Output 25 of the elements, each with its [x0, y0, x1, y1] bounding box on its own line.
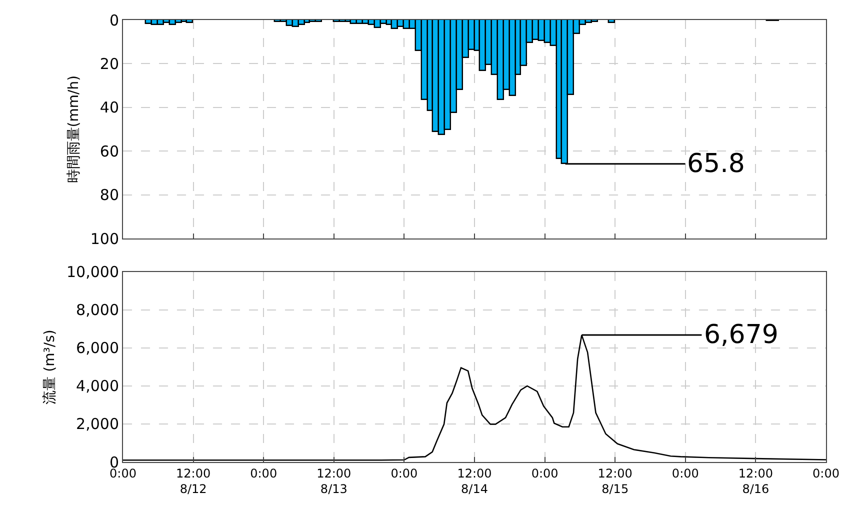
x-tick-label: 0:00	[531, 466, 558, 480]
y-tick-label: 2,000	[76, 415, 119, 434]
x-tick-label: 0:00	[250, 466, 278, 480]
y-tick-label: 40	[100, 98, 119, 117]
y-tick-label: 100	[90, 230, 119, 248]
x-tick-label: 0:00	[812, 466, 840, 480]
y-axis-title: 流量 (m³/s)	[42, 330, 58, 404]
y-tick-label: 8,000	[76, 301, 119, 320]
y-tick-label: 6,000	[76, 339, 119, 358]
annotation: 65.8	[687, 149, 745, 179]
annotation: 6,679	[704, 320, 778, 350]
x-tick-label: 12:00 8/12	[176, 466, 211, 496]
x-tick-label: 12:00 8/13	[316, 466, 352, 496]
x-tick-label: 12:00 8/16	[738, 466, 773, 496]
y-tick-label: 80	[100, 186, 119, 204]
x-tick-label: 0:00	[672, 466, 699, 480]
y-tick-label: 20	[100, 54, 119, 73]
x-tick-label: 12:00 8/15	[598, 466, 632, 496]
x-tick-label: 12:00 8/14	[457, 466, 492, 496]
y-tick-label: 10,000	[66, 263, 119, 282]
y-tick-label: 0	[109, 11, 119, 30]
y-tick-label: 4,000	[76, 377, 119, 396]
y-tick-label: 60	[100, 142, 119, 160]
y-axis-title: 時間雨量(mm/h)	[66, 75, 82, 184]
x-tick-label: 0:00	[390, 466, 418, 480]
